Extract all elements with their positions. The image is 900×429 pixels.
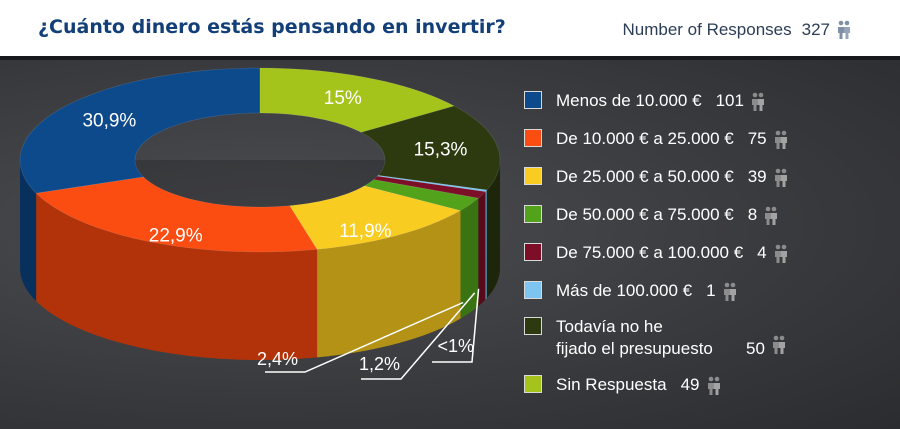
people-icon bbox=[750, 92, 766, 117]
legend-item: Sin Respuesta 49 bbox=[524, 374, 722, 401]
legend-count: 4 bbox=[757, 243, 767, 262]
legend-count: 1 bbox=[706, 281, 716, 300]
header: ¿Cuánto dinero estás pensando en inverti… bbox=[0, 0, 900, 56]
people-icon bbox=[763, 206, 779, 231]
legend-count: 39 bbox=[747, 167, 767, 186]
legend-label: Sin Respuesta bbox=[556, 375, 667, 394]
chart-panel: 30,9% 22,9% 11,9% 15,3% 15% 2,4% 1,2% <1% Menos… bbox=[0, 60, 900, 429]
percent-label-1: 22,9% bbox=[149, 226, 203, 247]
legend-count: 8 bbox=[747, 205, 758, 224]
legend-label: De 10.000 € a 25.000 € bbox=[556, 129, 734, 148]
donut-hole-shade bbox=[135, 160, 385, 207]
percent-label-0: 30,9% bbox=[82, 111, 136, 132]
people-icon bbox=[773, 130, 789, 155]
percent-label-6: 15,3% bbox=[414, 140, 468, 161]
responses-label: Number of Responses bbox=[622, 20, 792, 39]
legend-item: Todavía no he fijado el presupuesto 50 bbox=[524, 316, 787, 360]
legend-label: Más de 100.000 € bbox=[556, 281, 693, 300]
people-icon bbox=[836, 20, 852, 40]
legend-label: Todavía no he fijado el presupuesto bbox=[556, 317, 713, 358]
people-icon bbox=[771, 335, 787, 360]
donut-side-5 bbox=[485, 189, 487, 300]
percent-labels: 30,9% 22,9% 11,9% 15,3% 15% 2,4% 1,2% <1% bbox=[82, 88, 480, 380]
donut-side-2 bbox=[317, 210, 461, 358]
legend-item: Menos de 10.000 € 101 bbox=[524, 90, 766, 117]
percent-label-3: 2,4% bbox=[257, 349, 298, 369]
responses-count: 327 bbox=[801, 20, 830, 39]
donut-chart: 30,9% 22,9% 11,9% 15,3% 15% 2,4% 1,2% <1% bbox=[19, 67, 501, 380]
people-icon bbox=[773, 168, 789, 193]
responses-summary: Number of Responses 327 bbox=[622, 20, 852, 40]
percent-label-4: 1,2% bbox=[359, 354, 400, 374]
legend-item: De 50.000 € a 75.000 € 8 bbox=[524, 204, 779, 231]
poll-question: ¿Cuánto dinero estás pensando en inverti… bbox=[38, 16, 506, 38]
legend-swatch bbox=[524, 167, 542, 185]
legend-label: De 75.000 € a 100.000 € bbox=[556, 243, 744, 262]
donut-side-3 bbox=[460, 198, 479, 319]
legend-swatch bbox=[524, 205, 542, 223]
legend-swatch bbox=[524, 91, 542, 109]
donut-top bbox=[19, 67, 501, 253]
legend-swatch bbox=[524, 243, 542, 261]
donut-side-1 bbox=[36, 193, 318, 360]
legend-swatch bbox=[524, 129, 542, 147]
legend-label: Menos de 10.000 € bbox=[556, 91, 702, 110]
legend-item: De 10.000 € a 25.000 € 75 bbox=[524, 128, 789, 155]
donut-sides bbox=[20, 158, 500, 360]
legend-swatch bbox=[524, 375, 542, 393]
legend-swatch bbox=[524, 317, 542, 335]
legend-swatch bbox=[524, 281, 542, 299]
percent-label-5: <1% bbox=[437, 336, 474, 356]
legend-count: 50 bbox=[746, 339, 765, 358]
legend-label: De 25.000 € a 50.000 € bbox=[556, 167, 734, 186]
legend-count: 75 bbox=[747, 129, 767, 148]
percent-label-2: 11,9% bbox=[339, 221, 392, 242]
leader-line-3 bbox=[265, 301, 464, 373]
people-icon bbox=[773, 244, 789, 269]
leader-line-5 bbox=[432, 288, 480, 363]
donut-side-0 bbox=[20, 158, 37, 302]
percent-label-7: 15% bbox=[324, 88, 362, 109]
header-divider bbox=[0, 56, 900, 60]
legend-item: De 25.000 € a 50.000 € 39 bbox=[524, 166, 789, 193]
donut-side-6 bbox=[486, 159, 500, 298]
legend-item: De 75.000 € a 100.000 € 4 bbox=[524, 242, 789, 269]
donut-slice-7 bbox=[259, 67, 455, 133]
legend-label: De 50.000 € a 75.000 € bbox=[556, 205, 734, 224]
leader-line-4 bbox=[361, 292, 476, 380]
people-icon bbox=[722, 282, 738, 307]
donut-side-4 bbox=[478, 191, 486, 307]
legend-count: 49 bbox=[680, 375, 700, 394]
people-icon bbox=[706, 376, 722, 401]
legend-item: Más de 100.000 € 1 bbox=[524, 280, 738, 307]
legend-count: 101 bbox=[715, 91, 744, 110]
